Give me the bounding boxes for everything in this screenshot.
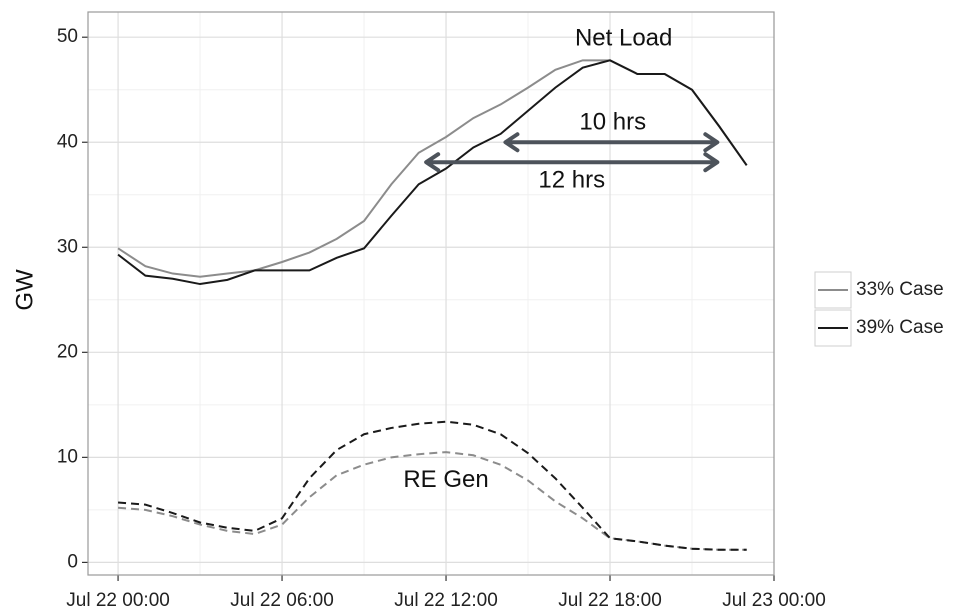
x-tick-label: Jul 22 18:00	[558, 590, 662, 611]
y-tick-label: 50	[57, 26, 78, 47]
y-tick-label: 30	[57, 236, 78, 257]
annotation: 10 hrs	[579, 109, 646, 136]
y-tick-label: 0	[67, 551, 78, 572]
y-tick-label: 40	[57, 131, 78, 152]
re-gen-line	[117, 420, 747, 551]
x-tick-label: Jul 22 00:00	[66, 590, 170, 611]
annotation: Net Load	[575, 25, 672, 52]
y-tick-label: 10	[57, 446, 78, 467]
plot-border	[87, 11, 775, 576]
arrow	[424, 152, 720, 173]
legend-label: 39% Case	[856, 317, 944, 338]
x-tick-label: Jul 22 12:00	[394, 590, 498, 611]
y-tick-label: 20	[57, 341, 78, 362]
x-tick-label: Jul 23 00:00	[722, 590, 826, 611]
x-tick-label: Jul 22 06:00	[230, 590, 334, 611]
annotation: 12 hrs	[538, 166, 605, 193]
annotation: RE Gen	[403, 466, 488, 493]
y-axis-label: GW	[11, 269, 38, 311]
net-load-line	[117, 59, 748, 286]
legend-label: 33% Case	[856, 279, 944, 300]
arrow	[503, 132, 720, 153]
